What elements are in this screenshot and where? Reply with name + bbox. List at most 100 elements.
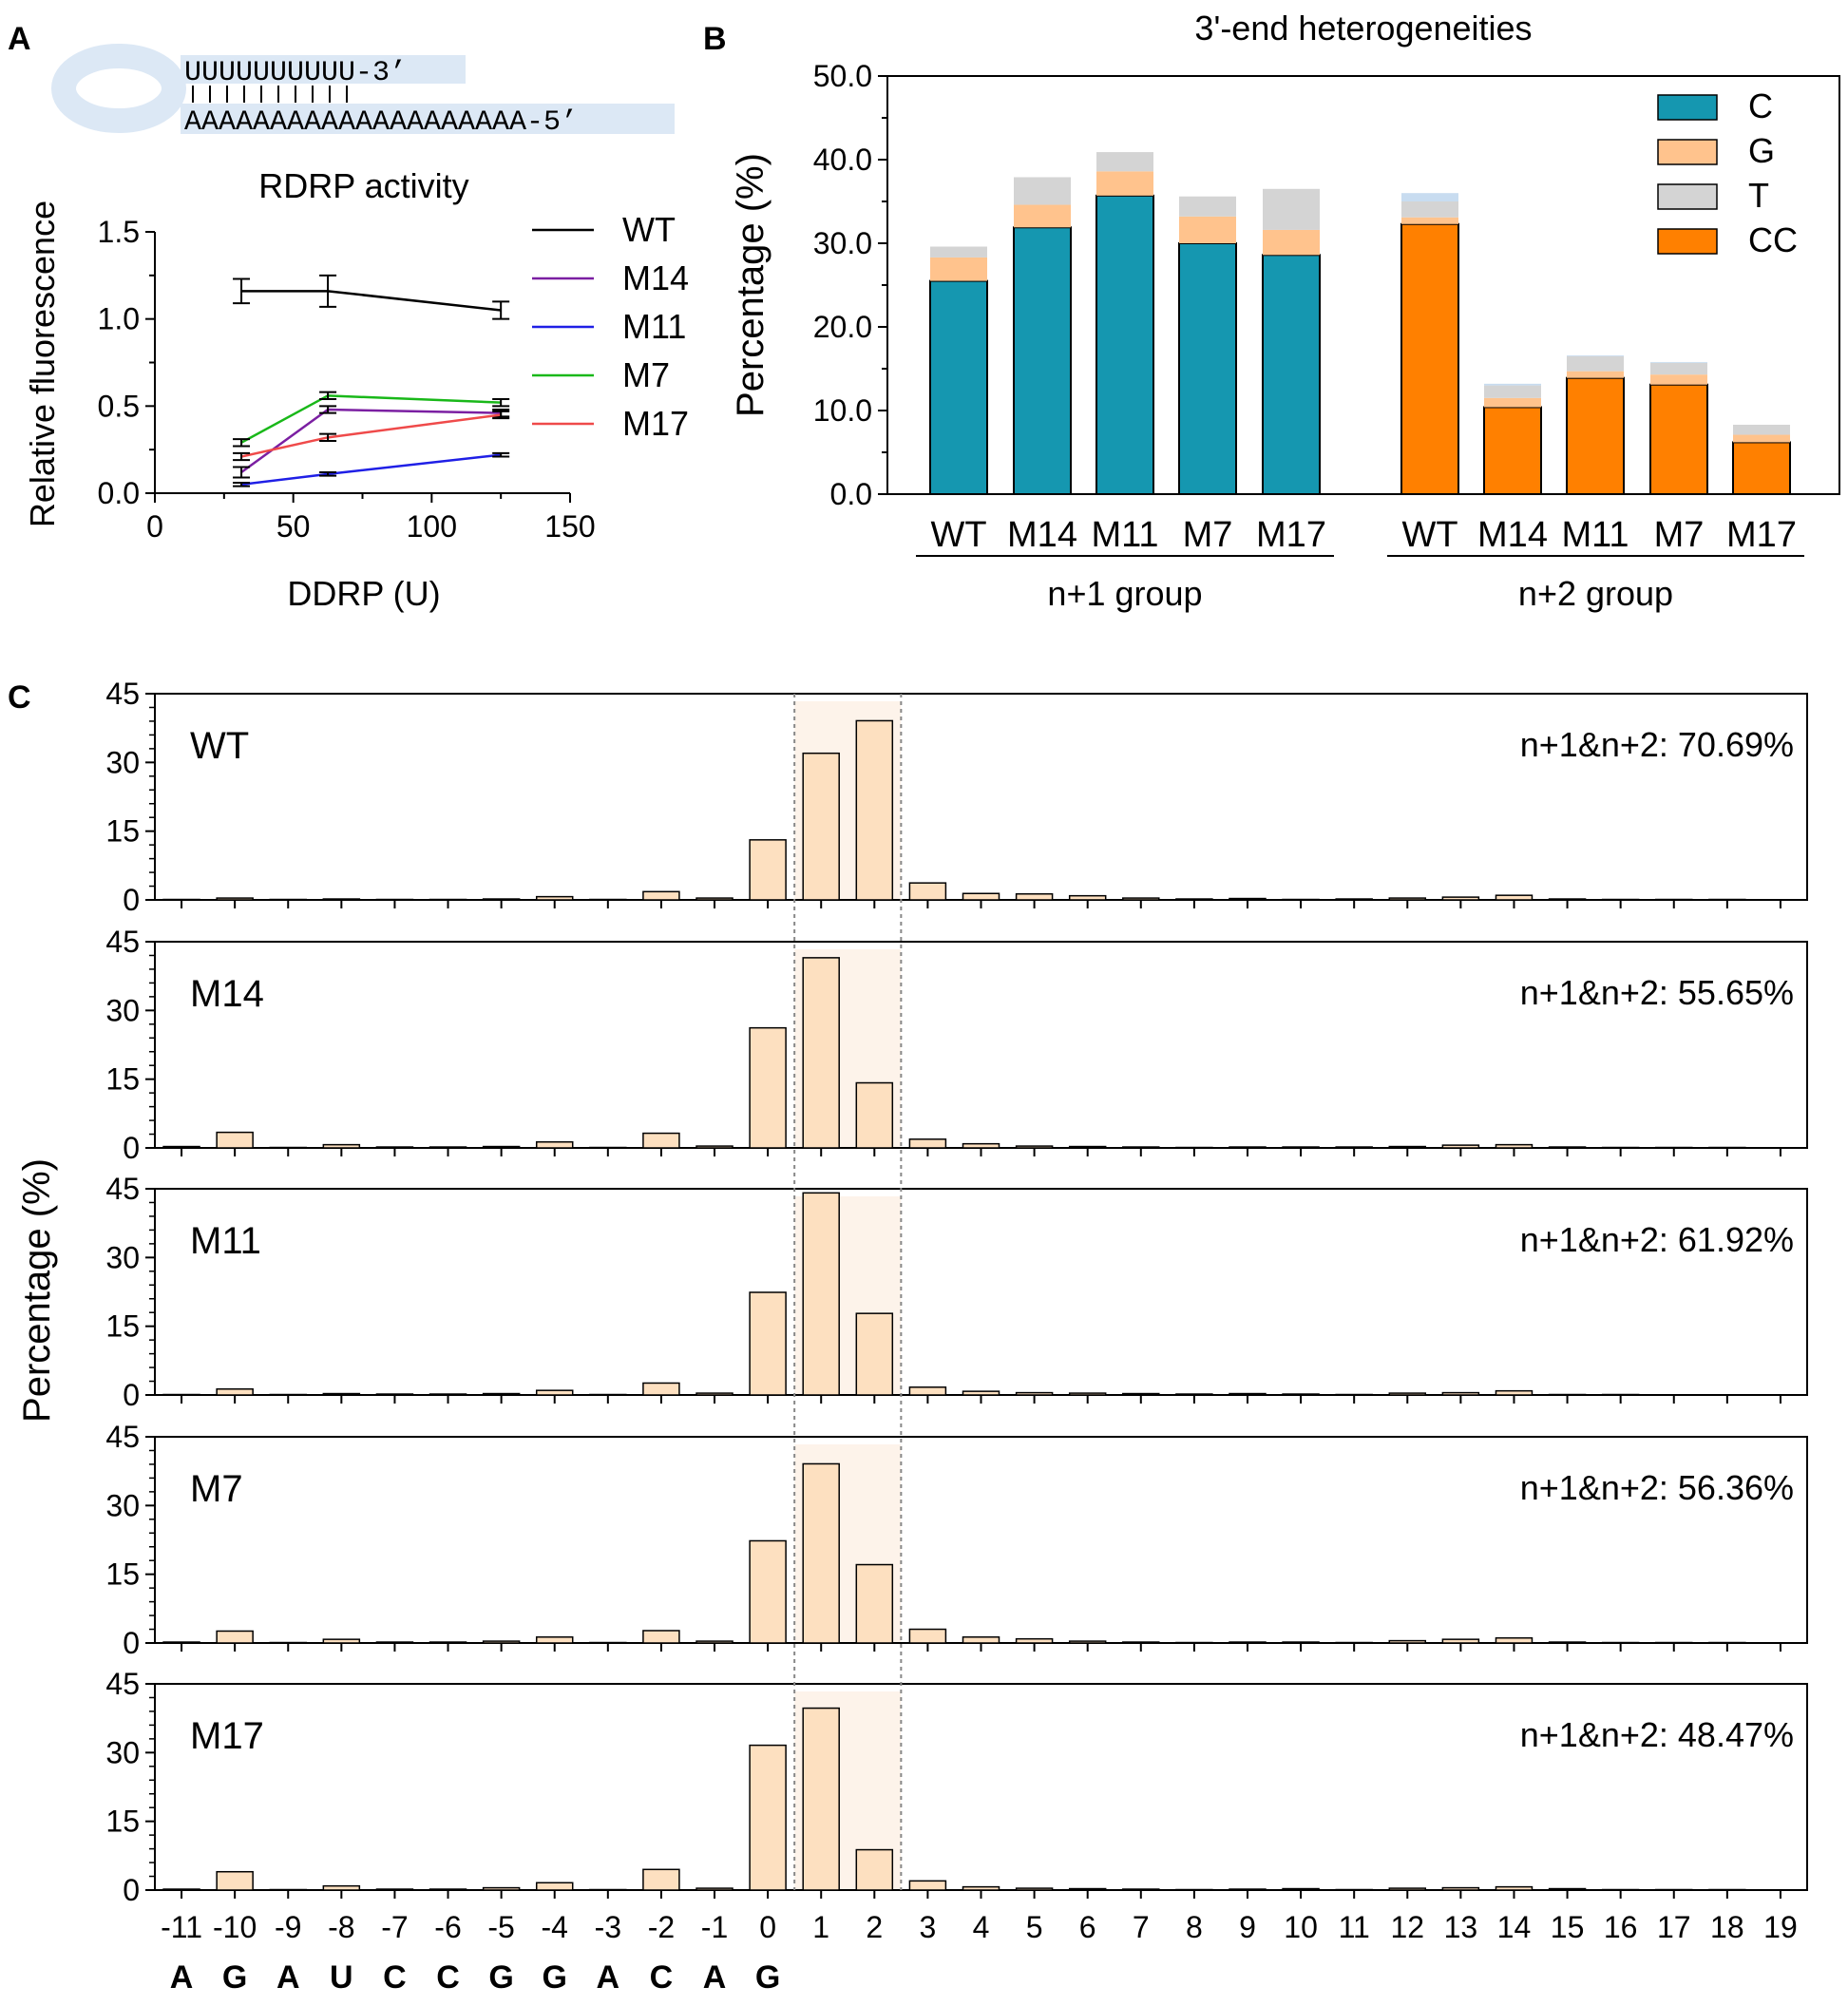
category-label: WT [1401, 515, 1457, 555]
bar-10 [1282, 1146, 1320, 1149]
bar-0 [749, 1291, 787, 1396]
bar--10 [216, 1870, 254, 1891]
y-tick-label: 30 [105, 1488, 140, 1522]
bar-1 [802, 1707, 840, 1891]
stacked-bar-t [1179, 196, 1236, 217]
stacked-bar-cc [1483, 406, 1542, 496]
x-tick-label: 100 [407, 509, 457, 544]
rna-hairpin-schematic: UUUUUUUUUU-3’ AAAAAAAAAAAAAAAAAAAA-5’ [51, 44, 675, 139]
bar-13 [1441, 1391, 1480, 1396]
bar--5 [482, 898, 521, 901]
bar-6 [1068, 1145, 1107, 1149]
y-tick-label: 50.0 [813, 59, 872, 93]
x-tick-label: -9 [275, 1910, 301, 1944]
bar-14 [1495, 1636, 1534, 1644]
bar-6 [1068, 1392, 1107, 1396]
bar--6 [429, 1641, 467, 1644]
bar-2 [855, 1312, 894, 1396]
y-tick-label: 45 [105, 1667, 140, 1701]
stacked-bar-other [1567, 354, 1624, 356]
y-tick-label: 15 [105, 1062, 140, 1097]
stacked-bar-g [1484, 397, 1541, 408]
y-tick-label: 0.5 [98, 389, 140, 423]
legend-label: WT [622, 210, 676, 249]
stacked-bar-t [1567, 355, 1624, 372]
bar-0 [749, 1539, 787, 1644]
bar-7 [1122, 897, 1160, 901]
x-tick-label: 0 [759, 1910, 776, 1944]
category-label: M17 [1256, 515, 1326, 555]
bar--4 [535, 1882, 574, 1891]
y-tick-label: 0 [123, 1131, 140, 1165]
hairpin-loop-shape [51, 44, 186, 133]
bar-14 [1495, 894, 1534, 901]
legend-label: G [1748, 131, 1775, 170]
subplot-wt: 0 15 30 45 WT n+1&n+2: 70.69% [105, 677, 1808, 917]
stacked-bar-c [1095, 194, 1154, 495]
bottom-strand-sequence: AAAAAAAAAAAAAAAAAAAA-5’ [184, 106, 578, 139]
bottom-strand-shade [181, 104, 675, 134]
y-tick-label: 30 [105, 1735, 140, 1769]
top-strand-shade [181, 55, 466, 84]
y-tick-label: 15 [105, 814, 140, 849]
subplot-m7: 0 15 30 45 M7 n+1&n+2: 56.36% [105, 1420, 1808, 1660]
x-tick-label: 5 [1026, 1910, 1043, 1944]
y-tick-label: 0 [123, 1626, 140, 1660]
bar-3 [908, 1880, 947, 1891]
subplot-m14: 0 15 30 45 M14 n+1&n+2: 55.65% [105, 925, 1808, 1165]
y-tick-label: 15 [105, 1309, 140, 1344]
stacked-bar-c [1262, 254, 1321, 495]
category-label: M7 [1654, 515, 1705, 555]
x-tick-label: 16 [1604, 1910, 1638, 1944]
legend-swatch [1657, 94, 1718, 121]
x-tick-label: 15 [1551, 1910, 1585, 1944]
bar-7 [1122, 1888, 1160, 1891]
bar-12 [1388, 1887, 1427, 1891]
bar-13 [1441, 896, 1480, 901]
stacked-bar-cc [1566, 376, 1625, 495]
top-strand-sequence: UUUUUUUUUU-3’ [184, 57, 407, 89]
panel-a-line-chart: RDRP activity 0.0 0.5 1.0 1.5 0 50 100 150 DDRP (… [23, 166, 689, 613]
bar-2 [855, 1848, 894, 1891]
bar-13 [1441, 1886, 1480, 1891]
legend-swatch [1657, 183, 1718, 210]
x-tick-label: 14 [1497, 1910, 1532, 1944]
bar-15 [1548, 1146, 1587, 1149]
legend-label: M14 [622, 258, 689, 297]
stacked-bar-other [1484, 383, 1541, 386]
panel-a-title: RDRP activity [258, 166, 468, 205]
subplot-label: WT [190, 725, 249, 767]
x-tick-label: 7 [1133, 1910, 1150, 1944]
legend-label: CC [1748, 220, 1798, 259]
y-tick-label: 1.0 [98, 302, 140, 336]
x-tick-label: -3 [595, 1910, 621, 1944]
y-axis-label: Relative fluorescence [23, 201, 62, 527]
subplot-label: M11 [190, 1220, 261, 1262]
panel-letter-a: A [8, 21, 31, 57]
y-tick-label: 0 [123, 1873, 140, 1907]
bar--1 [695, 897, 733, 901]
y-tick-label: 30 [105, 993, 140, 1027]
bar--4 [535, 895, 574, 901]
x-tick-label: -5 [487, 1910, 514, 1944]
stacked-bar-g [1567, 371, 1624, 378]
bar--5 [482, 1640, 521, 1644]
bar--2 [642, 1132, 680, 1149]
bar-2 [855, 1563, 894, 1644]
stacked-bar-g [930, 257, 987, 281]
stacked-bar-cc [1649, 383, 1708, 495]
bar--4 [535, 1140, 574, 1149]
subplot-label: M17 [190, 1715, 264, 1757]
bar-12 [1388, 1392, 1427, 1396]
bar-7 [1122, 1146, 1160, 1149]
bar-15 [1548, 898, 1587, 901]
stacked-bar-t [1096, 152, 1153, 172]
sequence-letter: A [597, 1959, 620, 1996]
y-tick-label: 15 [105, 1557, 140, 1592]
category-label: M17 [1726, 515, 1797, 555]
x-tick-label: 17 [1657, 1910, 1691, 1944]
bar--2 [642, 890, 680, 901]
bar-13 [1441, 1144, 1480, 1149]
y-tick-label: 30 [105, 1240, 140, 1274]
